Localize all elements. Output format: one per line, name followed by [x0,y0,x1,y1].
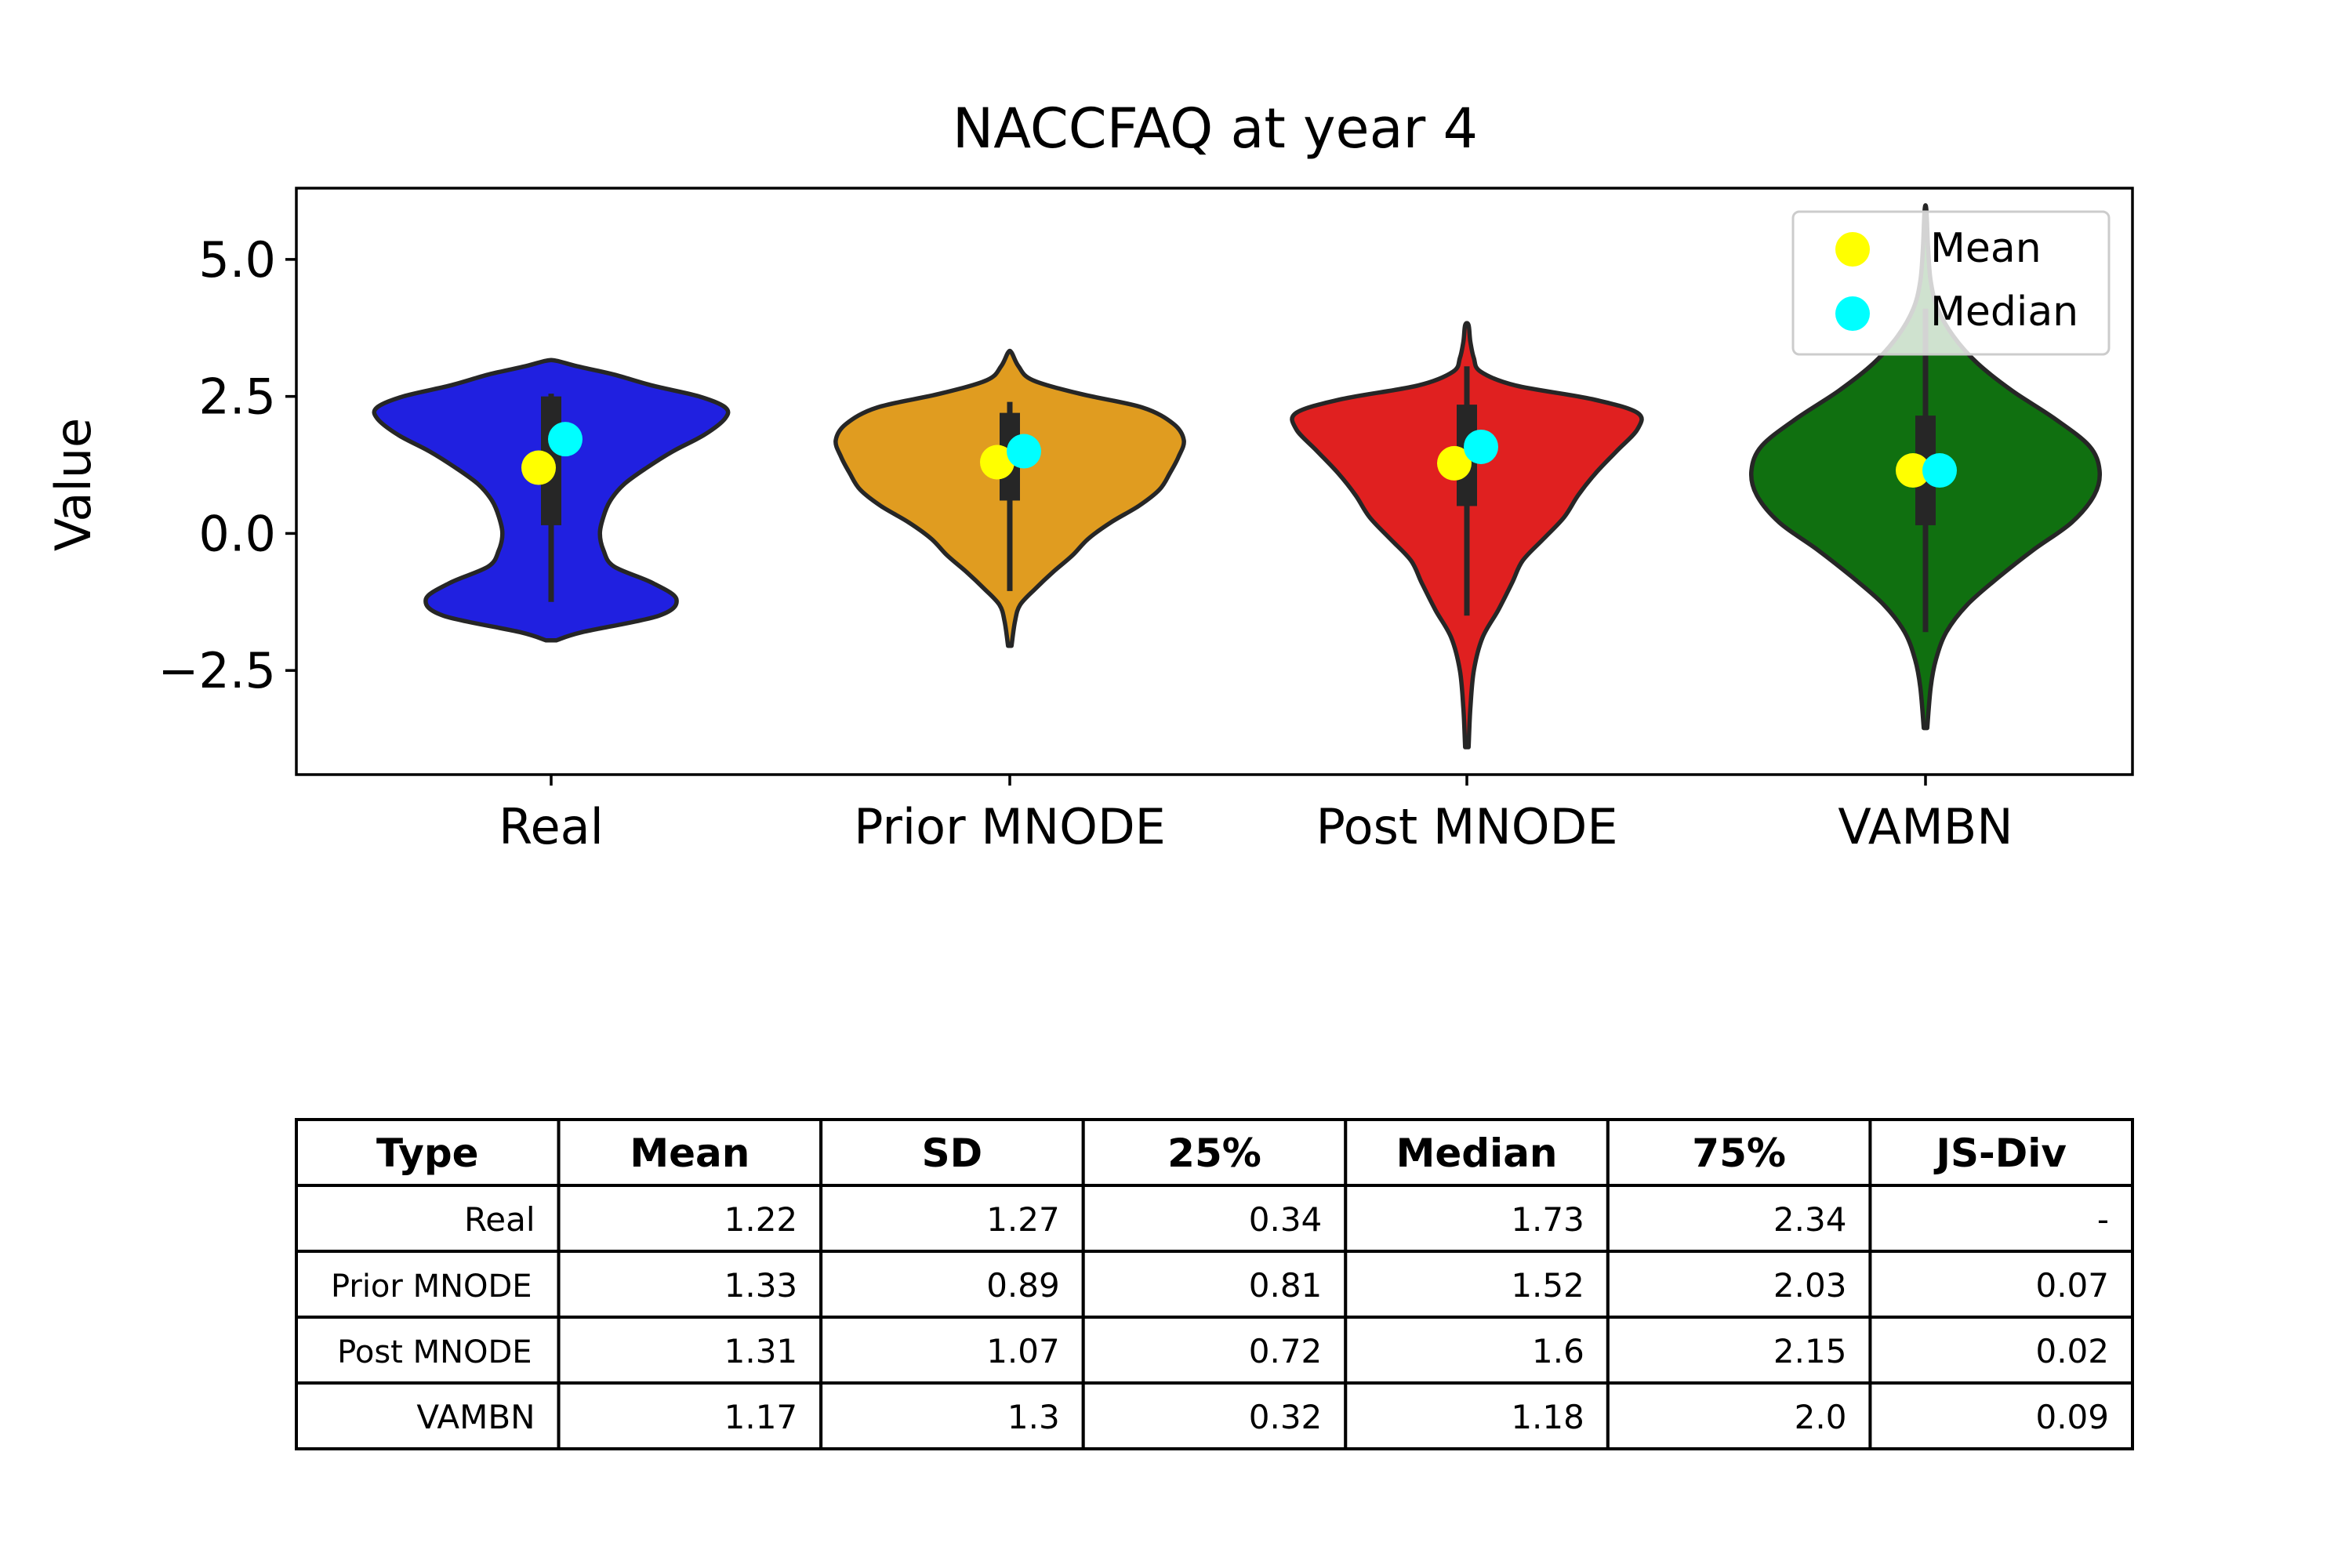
table-cell [295,1316,561,1385]
y-tick-label: 0.0 [198,505,276,562]
legend: Mean Median [1791,210,2111,356]
table-header-cell [1081,1118,1348,1187]
mean-marker [1896,453,1930,488]
table-header-label: Mean [630,1131,750,1176]
table-header-label: JS-Div [1933,1131,2067,1176]
table-cell-value: 1.31 [724,1332,798,1370]
table-cell-value: 1.73 [1511,1200,1584,1239]
x-tick-label: Post MNODE [1316,798,1617,855]
x-tick-label: VAMBN [1838,798,2013,855]
table-header-label: 75% [1692,1131,1786,1176]
table-header-cell [1868,1118,2134,1187]
table-header-cell [1606,1118,1872,1187]
y-tick-label: −2.5 [158,642,276,699]
plot-area-frame [295,187,2134,776]
table-cell-value: 1.27 [986,1200,1060,1239]
table-cell-value: 1.07 [986,1332,1060,1370]
table-cell [295,1184,561,1253]
table-header-cell [557,1118,823,1187]
y-axis: −2.5 0.0 2.5 5.0 [158,231,296,699]
legend-median-marker [1835,296,1870,331]
table-cell-value: 1.22 [724,1200,798,1239]
table-cell-value: - [2097,1200,2109,1239]
table-cell-value: 0.32 [1249,1398,1323,1436]
y-tick-label: 2.5 [198,368,276,426]
violin-layer [372,203,2103,750]
legend-median-label: Median [1930,289,2078,336]
x-axis: Real Prior MNODE Post MNODE VAMBN [499,775,2013,855]
legend-mean-marker [1835,232,1870,267]
table-header-cell [1344,1118,1610,1187]
median-marker [1464,429,1498,464]
mean-marker [521,450,556,485]
table-cell-value: 1.18 [1511,1398,1584,1436]
table-cell [1344,1184,1610,1253]
table-cell [557,1184,823,1253]
table-cell [557,1381,823,1450]
table-header-cell [295,1118,561,1187]
mean-marker [980,445,1014,480]
table-cell-value: 0.34 [1249,1200,1323,1239]
x-tick-label: Real [499,798,604,855]
legend-mean-label: Mean [1930,225,2042,272]
table-cell-value: 1.33 [724,1266,798,1305]
table-cell-value: VAMBN [416,1398,535,1436]
chart-title: NACCFAQ at year 4 [953,96,1478,161]
table-header-label: Type [376,1131,478,1176]
x-tick-label: Prior MNODE [854,798,1166,855]
table-cell [1868,1381,2134,1450]
table-cell-value: 0.09 [2035,1398,2109,1436]
table-cell-value: 1.6 [1532,1332,1584,1370]
table-cell [1344,1381,1610,1450]
table-cell-value: 2.03 [1773,1266,1847,1305]
table-cell-value: 0.81 [1249,1266,1323,1305]
table-header-label: Median [1396,1131,1558,1176]
table-cell [1868,1250,2134,1319]
table-cell [295,1381,561,1450]
table-cell [1081,1381,1348,1450]
table-cell-value: 2.15 [1773,1332,1847,1370]
median-marker [1922,453,1957,488]
table-cell-value: 0.89 [986,1266,1060,1305]
table-cell [557,1316,823,1385]
median-marker [548,422,583,457]
median-marker [1007,434,1041,469]
table-cell-value: 0.07 [2035,1266,2109,1305]
table-cell [1606,1316,1872,1385]
table-cell [1868,1316,2134,1385]
legend-box [1791,210,2111,356]
table-header-label: 25% [1167,1131,1261,1176]
stats-table: Type Mean SD 25% Median 75% JS-Div Real 1.22 1.27… [295,1118,2134,1450]
table-cell-value: 1.3 [1007,1398,1060,1436]
table-cell-value: Post MNODE [337,1334,532,1370]
table-cell [295,1250,561,1319]
y-tick-label: 5.0 [198,231,276,289]
table-cell [1868,1184,2134,1253]
mean-marker [1437,445,1472,481]
table-cell-value: Prior MNODE [331,1269,532,1305]
y-axis-label: Value [45,418,102,551]
table-cell-value: Real [464,1200,535,1239]
table-cell-value: 1.17 [724,1398,798,1436]
table-cell-value: 2.34 [1773,1200,1847,1239]
table-cell-value: 0.02 [2035,1332,2109,1370]
table-cell-value: 2.0 [1795,1398,1847,1436]
table-cell [1606,1381,1872,1450]
table-cell-value: 0.72 [1249,1332,1323,1370]
table-cell-value: 1.52 [1511,1266,1584,1305]
table-header-label: SD [922,1131,983,1176]
